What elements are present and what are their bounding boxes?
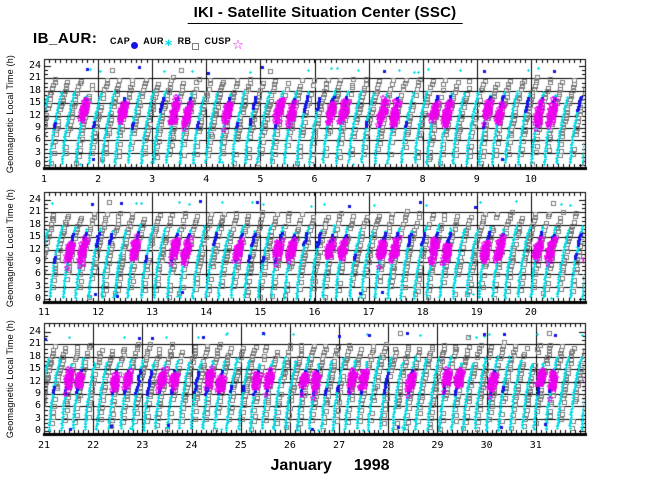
footer-year: 1998 bbox=[353, 457, 390, 474]
legend-item-label: CAP bbox=[110, 36, 131, 46]
x-tick-label: 26 bbox=[283, 440, 296, 451]
y-tick-label: 3 bbox=[34, 146, 41, 158]
x-tick-label: 9 bbox=[473, 174, 480, 185]
y-tick-label: 0 bbox=[34, 425, 41, 436]
legend-item-aur: AUR * bbox=[143, 35, 173, 54]
y-tick-label: 15 bbox=[28, 231, 41, 243]
legend-item-cusp: CUSP ☆ bbox=[204, 35, 245, 53]
y-tick-label: 6 bbox=[34, 134, 41, 146]
y-tick-label: 15 bbox=[28, 97, 41, 109]
x-tick-label: 8 bbox=[419, 174, 426, 185]
x-tick-label: 2 bbox=[95, 174, 102, 185]
x-tick-label: 12 bbox=[92, 307, 105, 318]
x-tick-label: 7 bbox=[365, 174, 372, 185]
rb-open-square-icon bbox=[192, 43, 200, 50]
y-tick-label: 15 bbox=[28, 363, 41, 375]
legend-item-label: AUR bbox=[143, 36, 164, 46]
legend-item-label: CUSP bbox=[204, 36, 232, 46]
y-tick-label: 12 bbox=[28, 243, 41, 255]
x-tick-label: 29 bbox=[431, 440, 444, 451]
y-tick-label: 3 bbox=[34, 280, 41, 292]
cap-filled-circle-icon bbox=[131, 42, 139, 49]
x-tick-label: 22 bbox=[87, 440, 100, 451]
y-axis-title: Geomagnetic Local Time (h) bbox=[5, 188, 15, 307]
y-tick-label: 24 bbox=[28, 194, 41, 205]
x-tick-label: 23 bbox=[136, 440, 149, 451]
x-tick-label: 20 bbox=[524, 307, 537, 318]
x-tick-label: 1 bbox=[40, 174, 48, 185]
y-tick-label: 0 bbox=[34, 293, 41, 304]
y-axis-title: Geomagnetic Local Time (h) bbox=[5, 319, 15, 439]
footer-month-year: January 1998 bbox=[271, 457, 390, 475]
x-tick-label: 6 bbox=[311, 174, 318, 185]
y-tick-label: 12 bbox=[28, 375, 41, 387]
y-tick-label: 9 bbox=[34, 255, 41, 267]
y-axis-title: Geomagnetic Local Time (h) bbox=[5, 54, 15, 174]
y-tick-label: 24 bbox=[28, 60, 41, 71]
y-tick-label: 18 bbox=[28, 350, 41, 362]
y-tick-label: 21 bbox=[28, 206, 41, 218]
x-tick-label: 19 bbox=[470, 307, 483, 318]
x-tick-label: 24 bbox=[185, 440, 198, 451]
legend-item-rb: RB bbox=[178, 35, 200, 50]
y-tick-label: 18 bbox=[28, 218, 41, 230]
x-tick-label: 21 bbox=[37, 440, 51, 451]
x-tick-label: 25 bbox=[234, 440, 247, 451]
x-tick-label: 17 bbox=[362, 307, 375, 318]
x-tick-label: 18 bbox=[416, 307, 429, 318]
cusp-open-star-icon: ☆ bbox=[232, 38, 245, 53]
y-tick-label: 0 bbox=[34, 159, 41, 170]
x-tick-label: 10 bbox=[524, 174, 537, 185]
x-tick-label: 3 bbox=[149, 174, 156, 185]
aur-asterisk-icon: * bbox=[164, 38, 173, 54]
y-tick-label: 12 bbox=[28, 109, 41, 121]
dataset-label: IB_AUR: bbox=[33, 30, 98, 47]
x-tick-label: 14 bbox=[200, 307, 213, 318]
x-tick-label: 11 bbox=[37, 307, 51, 318]
y-tick-label: 24 bbox=[28, 326, 41, 337]
legend-item-cap: CAP bbox=[110, 35, 139, 49]
x-tick-label: 13 bbox=[146, 307, 159, 318]
x-tick-label: 31 bbox=[529, 440, 542, 451]
legend: CAP AUR * RB CUSP ☆ bbox=[110, 35, 249, 54]
x-tick-label: 4 bbox=[203, 174, 210, 185]
x-tick-label: 30 bbox=[480, 440, 493, 451]
y-tick-label: 9 bbox=[34, 387, 41, 399]
y-tick-label: 6 bbox=[34, 400, 41, 412]
y-tick-label: 21 bbox=[28, 72, 41, 84]
y-tick-label: 21 bbox=[28, 338, 41, 350]
x-tick-label: 28 bbox=[382, 440, 395, 451]
y-tick-label: 18 bbox=[28, 84, 41, 96]
legend-item-label: RB bbox=[177, 36, 192, 46]
x-tick-label: 16 bbox=[308, 307, 321, 318]
y-tick-label: 6 bbox=[34, 268, 41, 280]
page-title: IKI - Satellite Situation Center (SSC) bbox=[187, 4, 463, 24]
y-tick-label: 9 bbox=[34, 121, 41, 133]
x-tick-label: 15 bbox=[254, 307, 267, 318]
x-tick-label: 5 bbox=[257, 174, 264, 185]
y-tick-label: 3 bbox=[34, 412, 41, 424]
footer-month: January bbox=[270, 457, 332, 474]
x-tick-label: 27 bbox=[333, 440, 346, 451]
